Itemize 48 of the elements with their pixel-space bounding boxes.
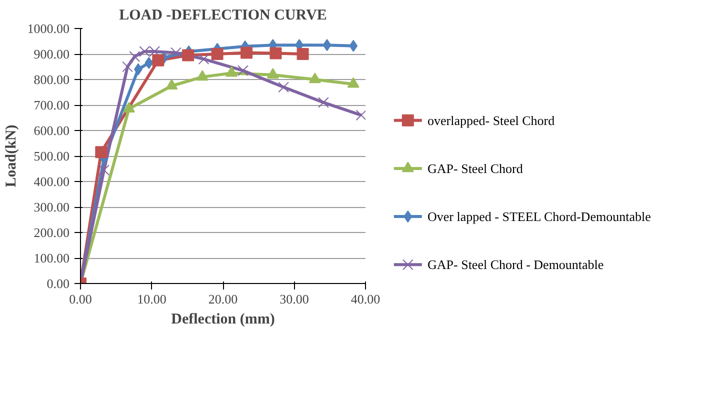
point <box>144 56 154 69</box>
x-tick-label: 30.00 <box>280 292 309 306</box>
legend-label: GAP- Steel Chord - Demountable <box>428 257 604 272</box>
point <box>182 49 194 62</box>
point <box>349 40 358 52</box>
legend-label: Over lapped - STEEL Chord-Demountable <box>428 209 652 224</box>
point <box>152 54 164 66</box>
y-tick-label: 100.00 <box>34 250 70 266</box>
point <box>296 48 309 60</box>
y-tick-label: 400.00 <box>34 174 70 189</box>
y-tick-label: 300.00 <box>34 200 70 214</box>
x-tick-label: 10.00 <box>137 292 166 306</box>
point <box>122 61 133 72</box>
point <box>226 66 238 77</box>
x-tick-label: 40.00 <box>350 292 380 306</box>
chart-title: LOAD -DEFLECTION CURVE <box>119 8 327 24</box>
point <box>270 47 282 60</box>
point <box>278 82 290 93</box>
point <box>198 54 210 65</box>
point <box>170 47 182 58</box>
point <box>129 51 140 62</box>
point <box>308 72 321 84</box>
point <box>211 48 224 60</box>
y-tick-label: 800.00 <box>34 72 70 87</box>
y-tick-label: 500.00 <box>34 148 70 164</box>
point <box>322 39 332 52</box>
legend-label: overlapped- Steel Chord <box>428 112 556 128</box>
y-axis-title: Load(kN) <box>3 124 20 188</box>
x-tick-label: 0.00 <box>69 292 92 306</box>
point <box>98 164 110 176</box>
x-tick-label: 20.00 <box>208 292 238 306</box>
legend-label: GAP- Steel Chord <box>428 160 524 176</box>
y-tick-label: 1000.00 <box>27 21 70 36</box>
y-tick-label: 200.00 <box>34 225 70 240</box>
point <box>238 65 248 76</box>
point <box>266 68 279 79</box>
x-axis-title: Deflection (mm) <box>171 312 275 328</box>
point <box>356 110 366 121</box>
y-tick-label: 600.00 <box>34 123 70 138</box>
point <box>166 79 178 90</box>
point <box>318 97 329 108</box>
point <box>95 146 108 158</box>
point <box>240 46 253 59</box>
point <box>196 70 208 81</box>
point <box>347 77 360 88</box>
y-tick-label: 700.00 <box>34 98 70 112</box>
y-tick-label: 0.00 <box>46 276 70 291</box>
y-tick-label: 900.00 <box>34 46 70 62</box>
